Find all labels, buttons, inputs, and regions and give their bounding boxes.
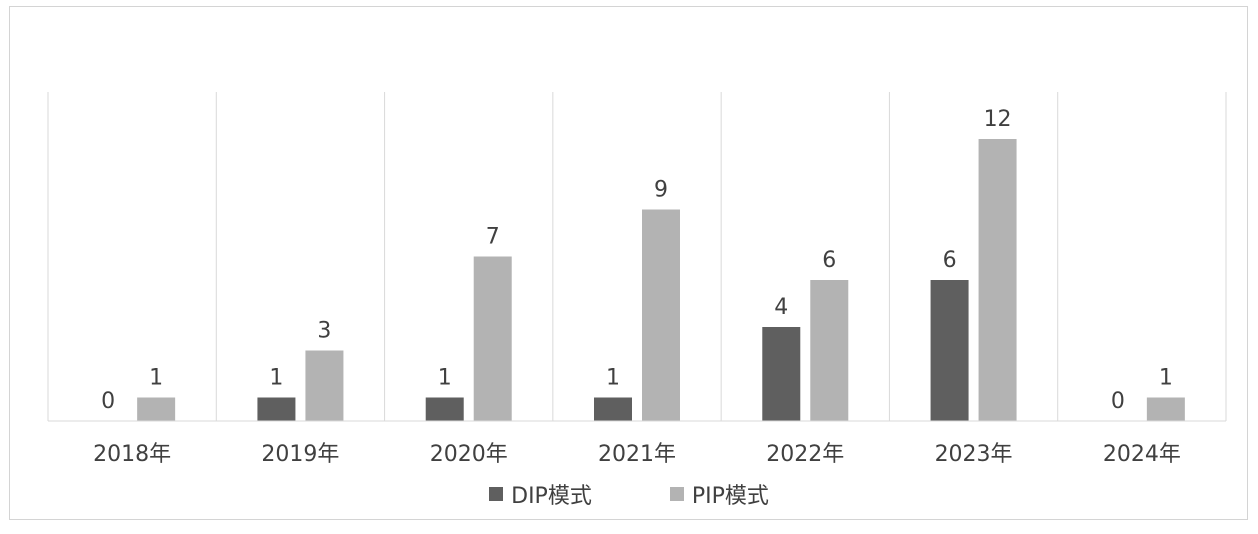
data-label: 3 — [317, 319, 331, 344]
bar-pip — [473, 256, 512, 421]
x-tick-label: 2018年 — [93, 442, 171, 467]
data-label: 1 — [606, 366, 620, 391]
data-label: 6 — [822, 248, 836, 273]
data-label: 6 — [943, 248, 957, 273]
x-tick-label: 2021年 — [598, 442, 676, 467]
bar-dip — [425, 397, 464, 421]
data-label: 7 — [486, 225, 500, 250]
legend-swatch-dip — [489, 487, 504, 501]
x-tick-label: 2019年 — [261, 442, 339, 467]
data-label: 0 — [1111, 389, 1125, 414]
data-label: 9 — [654, 178, 668, 203]
chart-frame — [9, 6, 1248, 520]
x-axis-tick-labels: 2018年 2019年 2020年 2021年 2022年 2023年 2024年 — [93, 442, 1181, 467]
x-tick-label: 2023年 — [935, 442, 1013, 467]
data-label: 1 — [438, 366, 452, 391]
data-label: 0 — [101, 389, 115, 414]
legend-item-pip: PIP模式 — [669, 478, 769, 510]
bar-pip — [810, 280, 849, 421]
grid-lines — [47, 92, 1227, 421]
data-labels: 0 1 1 3 1 7 1 9 4 6 6 12 0 1 — [101, 107, 1173, 414]
legend: DIP模式 PIP模式 — [0, 478, 1258, 510]
data-label: 4 — [774, 295, 788, 320]
bar-dip — [762, 327, 801, 421]
legend-label-pip: PIP模式 — [691, 484, 769, 509]
bar-pip — [978, 139, 1017, 421]
legend-label-dip: DIP模式 — [511, 484, 592, 509]
bar-pip — [137, 397, 176, 421]
bar-pip — [642, 209, 680, 421]
data-label: 1 — [1159, 366, 1173, 391]
bar-dip — [257, 397, 296, 421]
legend-item-dip: DIP模式 — [489, 478, 592, 510]
data-label: 1 — [149, 366, 163, 391]
data-label: 1 — [269, 366, 283, 391]
bars — [137, 139, 1185, 421]
data-label: 12 — [984, 107, 1012, 132]
bar-dip — [594, 397, 632, 421]
bar-pip — [1146, 397, 1185, 421]
x-tick-label: 2024年 — [1103, 442, 1181, 467]
bar-dip — [930, 280, 969, 421]
x-tick-label: 2020年 — [430, 442, 508, 467]
legend-swatch-pip — [669, 487, 684, 501]
x-tick-label: 2022年 — [766, 442, 844, 467]
bar-pip — [305, 350, 344, 421]
